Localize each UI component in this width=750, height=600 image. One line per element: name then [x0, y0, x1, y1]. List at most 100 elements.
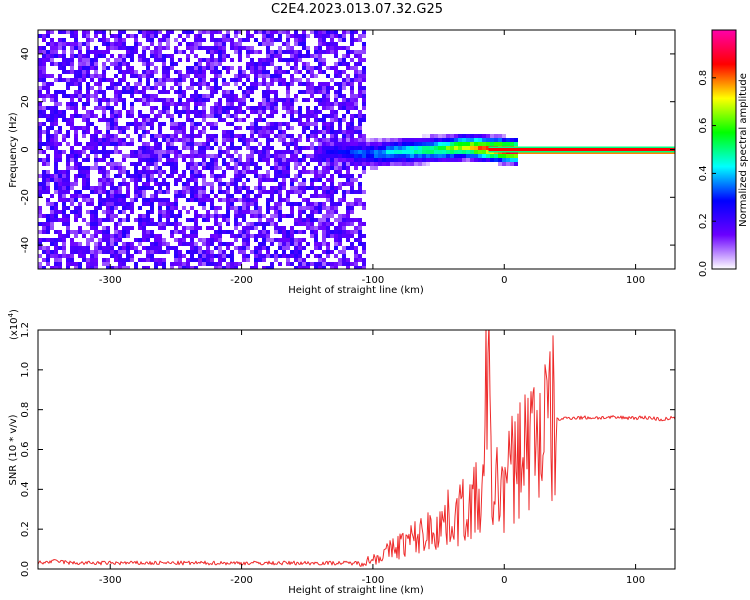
- spectrogram-cell: [190, 226, 194, 230]
- spectrogram-cell: [362, 94, 366, 98]
- spectrogram-cell: [50, 58, 54, 62]
- snr-ylabel: SNR (10 * v/v): [8, 414, 19, 485]
- spectrogram-cell: [190, 206, 194, 210]
- spectrogram-cell: [66, 134, 70, 138]
- spectrogram-cell: [178, 122, 182, 126]
- spectrogram-cell: [86, 94, 90, 98]
- spectrogram-cell: [306, 146, 310, 150]
- spectrogram-cell: [290, 138, 294, 142]
- spectrogram-cell: [302, 74, 306, 78]
- spectrogram-cell: [266, 98, 270, 102]
- spectrogram-cell: [290, 158, 294, 162]
- spectrogram-cell: [402, 158, 406, 162]
- spectrogram-cell: [294, 258, 298, 262]
- spectrogram-cell: [138, 98, 142, 102]
- spectrogram-cell: [262, 258, 266, 262]
- spectrogram-cell: [158, 198, 162, 202]
- spectrogram-cell: [342, 54, 346, 58]
- spectrogram-cell: [342, 142, 346, 146]
- spectrogram-cell: [118, 230, 122, 234]
- spectrogram-cell: [306, 162, 310, 166]
- spectrogram-cell: [206, 182, 210, 186]
- spectrogram-cell: [258, 110, 262, 114]
- spectrogram-cell: [118, 62, 122, 66]
- spectrogram-cell: [190, 86, 194, 90]
- spectrogram-cell: [82, 178, 86, 182]
- spectrogram-cell: [190, 70, 194, 74]
- spectrogram-cell: [230, 46, 234, 50]
- spectrogram-cell: [294, 230, 298, 234]
- spectrogram-cell: [238, 222, 242, 226]
- spectrogram-cell: [266, 122, 270, 126]
- spectrogram-cell: [282, 234, 286, 238]
- spectrogram-cell: [150, 50, 154, 54]
- spectrogram-cell: [146, 102, 150, 106]
- spectrogram-cell: [86, 118, 90, 122]
- spectrogram-cell: [294, 178, 298, 182]
- spectrogram-cell: [126, 254, 130, 258]
- spectrogram-cell: [342, 150, 346, 154]
- spectrogram-cell: [46, 182, 50, 186]
- spectrogram-cell: [50, 226, 54, 230]
- spectrogram-cell: [294, 54, 298, 58]
- spectrogram-cell: [86, 194, 90, 198]
- spectrogram-cell: [202, 206, 206, 210]
- spectrogram-cell: [46, 94, 50, 98]
- spectrogram-cell: [38, 134, 42, 138]
- spectrogram-cell: [114, 266, 118, 269]
- spectrogram-cell: [278, 66, 282, 70]
- spectrogram-cell: [250, 158, 254, 162]
- spectrogram-cell: [194, 126, 198, 130]
- spectrogram-cell: [78, 150, 82, 154]
- spectrogram-cell: [118, 82, 122, 86]
- spectrogram-cell: [214, 214, 218, 218]
- spectrogram-cell: [262, 106, 266, 110]
- spectrogram-cell: [110, 62, 114, 66]
- spectrogram-cell: [498, 134, 502, 138]
- spectrogram-cell: [342, 94, 346, 98]
- spectrogram-cell: [298, 162, 302, 166]
- spectrogram-cell: [258, 222, 262, 226]
- spectrogram-cell: [86, 122, 90, 126]
- spectrogram-cell: [194, 102, 198, 106]
- spectrogram-cell: [446, 142, 450, 146]
- spectrogram-cell: [142, 150, 146, 154]
- spectrogram-cell: [406, 142, 410, 146]
- spectrogram-cell: [150, 30, 154, 34]
- spectrogram-cell: [226, 230, 230, 234]
- spectrogram-cell: [218, 246, 222, 250]
- spectrogram-cell: [330, 138, 334, 142]
- spectrogram-cell: [334, 134, 338, 138]
- spectrogram-cell: [354, 142, 358, 146]
- spectrogram-cell: [154, 238, 158, 242]
- spectrogram-cell: [138, 186, 142, 190]
- spectrogram-cell: [326, 86, 330, 90]
- spectrogram-cell: [154, 146, 158, 150]
- spectrogram-cell: [158, 82, 162, 86]
- spectrogram-cell: [254, 258, 258, 262]
- spectrogram-cell: [230, 230, 234, 234]
- spectrogram-cell: [46, 74, 50, 78]
- spectrogram-cell: [74, 126, 78, 130]
- spectrogram-cell: [134, 194, 138, 198]
- spectrogram-cell: [82, 114, 86, 118]
- spectrogram-cell: [118, 218, 122, 222]
- spectrogram-cell: [182, 38, 186, 42]
- spectrogram-cell: [154, 106, 158, 110]
- spectrogram-cell: [130, 150, 134, 154]
- spectrogram-cell: [462, 146, 466, 150]
- spectrogram-cell: [218, 38, 222, 42]
- spectrogram-cell: [194, 154, 198, 158]
- spectrogram-cell: [170, 78, 174, 82]
- spectrogram-cell: [178, 86, 182, 90]
- spectrogram-cell: [210, 258, 214, 262]
- spectrogram-cell: [470, 158, 474, 162]
- spectrogram-cell: [278, 246, 282, 250]
- spectrogram-cell: [302, 178, 306, 182]
- spectrogram-cell: [150, 94, 154, 98]
- spectrogram-cell: [466, 142, 470, 146]
- spectrogram-cell: [358, 54, 362, 58]
- spectrogram-cell: [294, 242, 298, 246]
- spectrogram-cell: [394, 142, 398, 146]
- spectrogram-cell: [178, 258, 182, 262]
